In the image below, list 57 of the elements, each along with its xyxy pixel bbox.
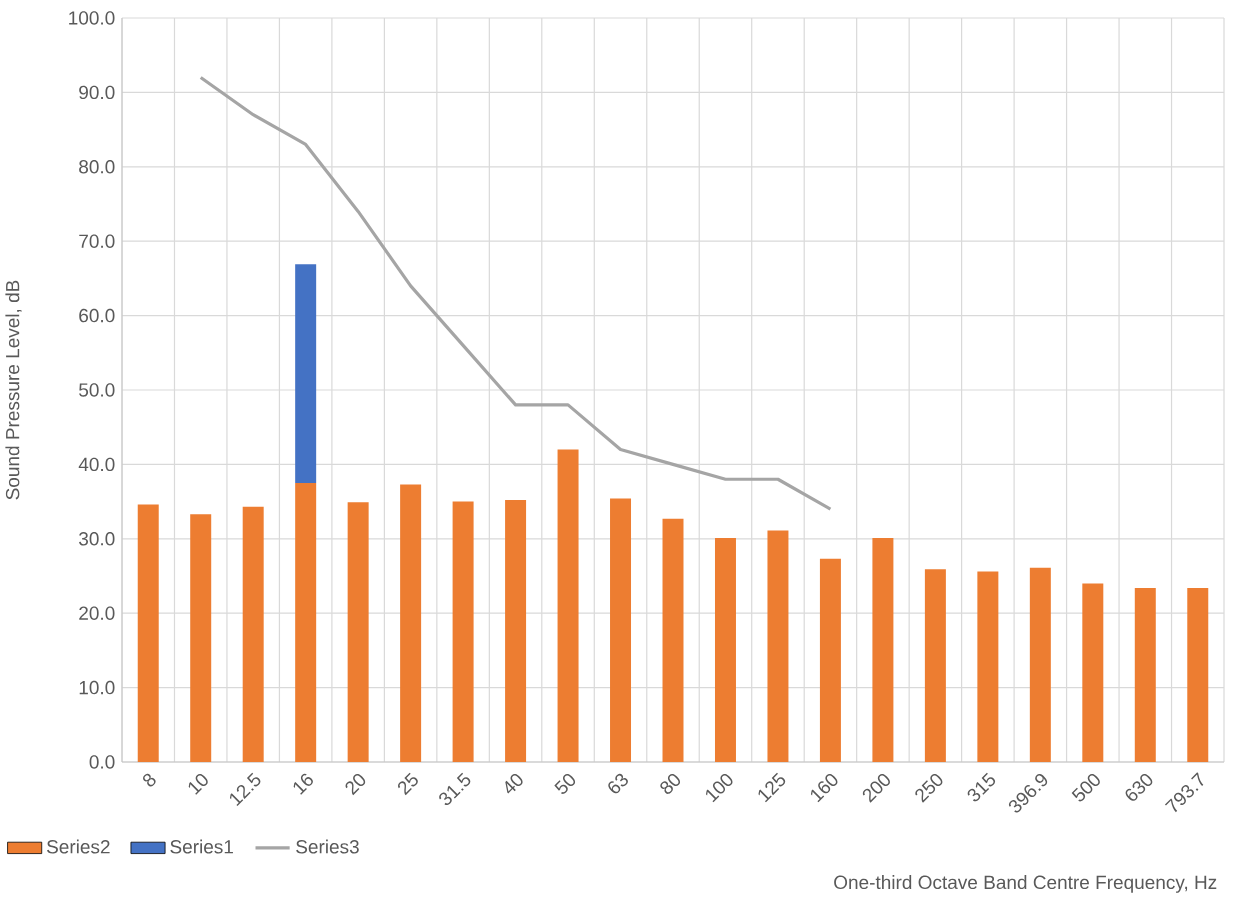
bar (1187, 587, 1209, 762)
x-tick-label: 8 (143, 773, 156, 787)
x-tick-label: 500 (1071, 773, 1100, 802)
y-tick-label: 10.0 (79, 680, 115, 695)
x-tick-label: 100 (705, 773, 733, 803)
y-tick-label: 90.0 (79, 85, 115, 100)
y-tick-label: 70.0 (79, 234, 115, 248)
bar (190, 514, 212, 762)
x-axis-title: One-third Octave Band Centre Frequency, Hz (834, 875, 1217, 893)
bar (505, 500, 527, 762)
x-tick-label: 40 (505, 773, 523, 794)
bar (400, 484, 422, 762)
bar (767, 530, 789, 762)
y-tick-label: 30.0 (79, 532, 115, 546)
y-tick-label: 50.0 (79, 383, 115, 397)
y-tick-label: 0.0 (89, 755, 115, 769)
x-tick-label: 315 (967, 772, 996, 802)
bar (714, 538, 736, 762)
x-tick-label: 16 (293, 773, 313, 795)
y-tick-label: 80.0 (79, 160, 115, 174)
x-tick-label: 160 (810, 773, 838, 803)
x-tick-label: 630 (1125, 773, 1153, 801)
x-tick-label: 50 (554, 773, 576, 794)
x-tick-label: 63 (608, 773, 628, 794)
x-tick-label: 125 (758, 772, 786, 803)
y-tick-label: 40.0 (78, 457, 115, 472)
bar (662, 518, 684, 762)
x-tick-label: 250 (915, 773, 943, 803)
bar (872, 538, 894, 762)
x-tick-label: 31.5 (439, 772, 471, 806)
x-tick-label: 200 (862, 773, 890, 803)
bar (295, 264, 317, 483)
bar (977, 571, 999, 762)
x-tick-label: 80 (660, 773, 681, 794)
legend-label: Series1 (170, 839, 233, 854)
legend-label: Series2 (47, 839, 110, 854)
bar (137, 504, 159, 762)
bar (1082, 583, 1104, 762)
bar (1029, 567, 1051, 762)
bar (347, 502, 369, 762)
bar (557, 449, 579, 762)
bar (610, 498, 632, 762)
legend-label: Series3 (296, 839, 359, 854)
line-series (199, 75, 833, 511)
bar (819, 558, 841, 762)
bar (924, 569, 946, 762)
y-tick-label: 100.0 (69, 11, 115, 25)
y-tick-label: 60.0 (79, 308, 115, 323)
x-tick-label: 25 (398, 772, 418, 796)
x-tick-label: 20 (345, 773, 366, 796)
bar (242, 506, 264, 762)
bar (452, 501, 474, 762)
bar (1134, 587, 1156, 762)
y-axis-title: Sound Pressure Level, dB (5, 280, 22, 500)
y-tick-label: 20.0 (79, 606, 115, 620)
x-tick-label: 10 (188, 773, 208, 795)
bar (295, 482, 317, 762)
